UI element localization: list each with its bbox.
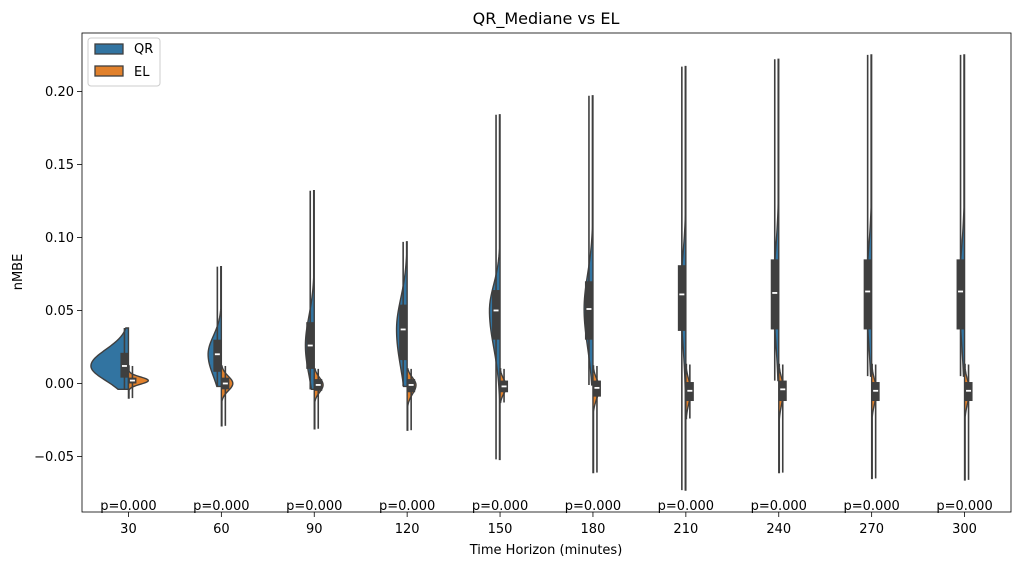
iqr-box-qr (584, 281, 593, 340)
iqr-box-qr (863, 259, 872, 330)
iqr-box-qr (956, 259, 965, 330)
violin-qr-150 (488, 114, 501, 461)
x-axis-title: Time Horizon (minutes) (469, 543, 623, 558)
iqr-box-el (778, 380, 787, 402)
x-tick-label: 270 (859, 522, 884, 537)
p-value-label: p=0.000 (379, 499, 435, 514)
iqr-box-qr (677, 265, 686, 331)
iqr-box-qr (213, 339, 222, 372)
p-value-label: p=0.000 (658, 499, 714, 514)
x-tick-label: 240 (766, 522, 791, 537)
legend-swatch-qr (94, 43, 124, 55)
y-axis-title: nMBE (11, 254, 26, 291)
y-tick-label: 0.15 (45, 158, 74, 173)
legend-label-el: EL (134, 65, 150, 80)
y-tick-label: 0.10 (45, 231, 74, 246)
x-axis: 30 60 90 120 150 180 210 240 270 300 (120, 512, 977, 537)
y-tick-label: 0.05 (45, 304, 74, 319)
x-tick-label: 180 (581, 522, 606, 537)
iqr-box-qr (492, 290, 501, 340)
p-value-label: p=0.000 (843, 499, 899, 514)
p-value-label: p=0.000 (472, 499, 528, 514)
legend-swatch-el (94, 65, 124, 77)
p-value-label: p=0.000 (565, 499, 621, 514)
x-tick-label: 120 (395, 522, 420, 537)
y-axis: −0.05 0.00 0.05 0.10 0.15 0.20 (34, 85, 82, 465)
x-tick-label: 30 (120, 522, 137, 537)
y-tick-label: −0.05 (34, 450, 74, 465)
iqr-box-qr (770, 259, 779, 330)
x-tick-label: 90 (306, 522, 323, 537)
y-tick-label: 0.20 (45, 85, 74, 100)
x-tick-label: 150 (488, 522, 513, 537)
legend-label-qr: QR (134, 42, 153, 57)
x-tick-label: 60 (213, 522, 230, 537)
x-tick-label: 300 (952, 522, 977, 537)
violin-el-60 (220, 365, 234, 427)
p-value-labels: p=0.000 p=0.000 p=0.000 p=0.000 p=0.000 p=0.0… (100, 499, 992, 514)
violin-qr-30 (90, 327, 130, 391)
violin-el-30 (127, 365, 150, 399)
plot-frame (81, 32, 1012, 513)
p-value-label: p=0.000 (936, 499, 992, 514)
p-value-label: p=0.000 (193, 499, 249, 514)
iqr-box-qr (399, 304, 408, 361)
violin-group (90, 54, 973, 491)
legend: QR EL (87, 37, 161, 87)
y-tick-label: 0.00 (45, 377, 74, 392)
p-value-label: p=0.000 (286, 499, 342, 514)
p-value-label: p=0.000 (751, 499, 807, 514)
x-tick-label: 210 (673, 522, 698, 537)
chart-title: QR_Mediane vs EL (473, 9, 620, 29)
p-value-label: p=0.000 (100, 499, 156, 514)
